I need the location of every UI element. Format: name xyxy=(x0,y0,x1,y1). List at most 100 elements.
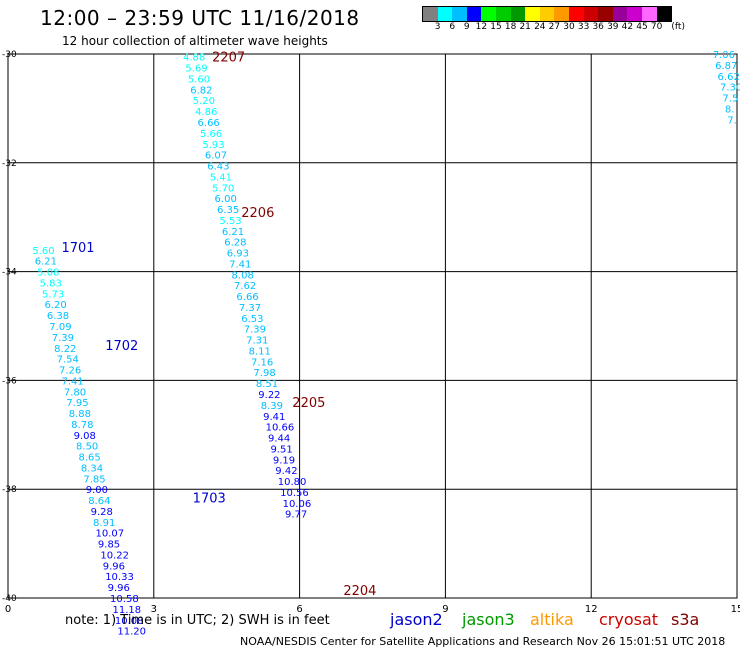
units-note: note: 1) Time is in UTC; 2) SWH is in fe… xyxy=(65,613,330,628)
data-point: 7.39 xyxy=(244,325,266,336)
legend-cryosat: cryosat xyxy=(599,610,659,629)
chart-title: 12:00 – 23:59 UTC 11/16/2018 xyxy=(40,6,360,30)
data-point: 10.33 xyxy=(105,572,134,583)
data-point: 6.87 xyxy=(715,61,737,72)
data-point: 9.19 xyxy=(273,455,295,466)
pass-label: 1702 xyxy=(105,339,138,354)
color-scale-labels: 3 6 9 12 15 18 21 24 27 30 33 36 39 42 45 70 (ft) xyxy=(422,22,740,34)
color-swatch xyxy=(525,7,540,21)
data-point: 6.66 xyxy=(236,292,258,303)
data-point: 9.28 xyxy=(91,507,113,518)
data-point: 8.22 xyxy=(54,344,76,355)
color-scale-label: 12 xyxy=(475,22,488,32)
color-swatch xyxy=(539,7,555,21)
color-swatch xyxy=(437,7,453,21)
color-scale-label: 45 xyxy=(636,22,648,32)
data-point: 7.26 xyxy=(59,366,81,377)
data-point: 9.96 xyxy=(108,583,130,594)
footer-credit: NOAA/NESDIS Center for Satellite Applica… xyxy=(240,635,726,648)
data-point: 9.00 xyxy=(86,485,108,496)
data-point: 7.80 xyxy=(64,387,86,398)
color-swatch xyxy=(583,7,599,21)
data-point: 7.30 xyxy=(720,83,740,94)
data-point: 6.53 xyxy=(241,314,263,325)
x-tick-label: 9 xyxy=(442,604,448,615)
data-point: 10.08 xyxy=(115,616,144,627)
color-swatch xyxy=(452,7,467,21)
legend-altika: altika xyxy=(530,610,574,629)
legend-jason2: jason2 xyxy=(390,610,443,629)
color-scale-label: 42 xyxy=(621,22,634,32)
pass-label: 2207 xyxy=(212,51,245,66)
data-point: 5.20 xyxy=(193,96,215,107)
data-point: 7.62 xyxy=(234,281,256,292)
data-point: 9.42 xyxy=(275,466,297,477)
data-point: 7.95 xyxy=(66,398,88,409)
data-point: 6.38 xyxy=(47,311,69,322)
pass-label: 2205 xyxy=(292,396,325,411)
data-point: 9.44 xyxy=(268,434,290,445)
data-point: 6.66 xyxy=(198,118,220,129)
data-point: 5.60 xyxy=(188,74,210,85)
color-scale-label: 3 xyxy=(434,22,441,32)
data-point: 6.93 xyxy=(227,249,249,260)
data-point: 10.22 xyxy=(100,550,129,561)
color-scale-label: 18 xyxy=(504,22,517,32)
data-point: 6.07 xyxy=(205,151,227,162)
data-point: 10.06 xyxy=(283,499,312,510)
data-point: 9.77 xyxy=(285,510,307,521)
data-point: 9.08 xyxy=(74,431,96,442)
data-point: 7.09 xyxy=(49,322,71,333)
pass-label: 1703 xyxy=(193,491,226,506)
data-point: 9.41 xyxy=(263,412,285,423)
color-scale-label: 6 xyxy=(449,22,456,32)
data-point: 6.00 xyxy=(215,194,237,205)
data-point: 7.41 xyxy=(229,259,251,270)
data-point: 7.41 xyxy=(61,376,83,387)
y-tick-label: -32 xyxy=(2,159,17,169)
data-point: 11.18 xyxy=(112,605,141,616)
data-point: 10.66 xyxy=(266,423,295,434)
data-point: 6.35 xyxy=(217,205,239,216)
data-point: 8.65 xyxy=(78,453,100,464)
data-point: 8.64 xyxy=(88,496,110,507)
data-point: 6.20 xyxy=(44,300,66,311)
color-swatch xyxy=(641,7,657,21)
y-tick-label: -30 xyxy=(2,50,17,60)
data-point: 5.60 xyxy=(32,246,54,257)
data-point: 7.31 xyxy=(246,336,268,347)
data-point: 11.20 xyxy=(117,627,146,638)
data-point: 7.06 xyxy=(713,50,735,61)
data-point: 8.08 xyxy=(232,270,254,281)
color-swatch xyxy=(481,7,496,21)
data-point: 8.50 xyxy=(76,442,98,453)
data-point: 5.83 xyxy=(40,278,62,289)
data-point: 7. xyxy=(727,115,737,126)
data-point: 7.54 xyxy=(57,355,79,366)
y-tick-label: -36 xyxy=(2,376,17,386)
y-tick-label: -40 xyxy=(2,594,17,604)
x-tick-label: 3 xyxy=(151,604,157,615)
data-point: 5.69 xyxy=(185,64,207,75)
color-scale-label: 9 xyxy=(463,22,470,32)
data-point: 8.51 xyxy=(256,379,278,390)
color-scale-label: 30 xyxy=(563,22,575,32)
data-point: 9.96 xyxy=(103,561,125,572)
color-scale-label: 24 xyxy=(534,22,546,32)
data-point: 10.07 xyxy=(95,529,124,540)
pass-label: 1701 xyxy=(61,241,94,256)
data-point: 7.98 xyxy=(253,368,275,379)
color-swatch xyxy=(554,7,569,21)
data-point: 8.39 xyxy=(261,401,283,412)
data-point: 7.39 xyxy=(52,333,74,344)
data-point: 4.86 xyxy=(195,107,217,118)
data-point: 6.21 xyxy=(35,257,57,268)
data-point: 6.82 xyxy=(190,85,212,96)
color-swatch xyxy=(612,7,628,21)
color-scale-label: 70 xyxy=(650,22,663,32)
data-point: 8.78 xyxy=(71,420,93,431)
color-swatch xyxy=(495,7,511,21)
data-point: 5.66 xyxy=(200,129,222,140)
legend-jason3: jason3 xyxy=(462,610,515,629)
color-scale-label: 27 xyxy=(548,22,561,32)
